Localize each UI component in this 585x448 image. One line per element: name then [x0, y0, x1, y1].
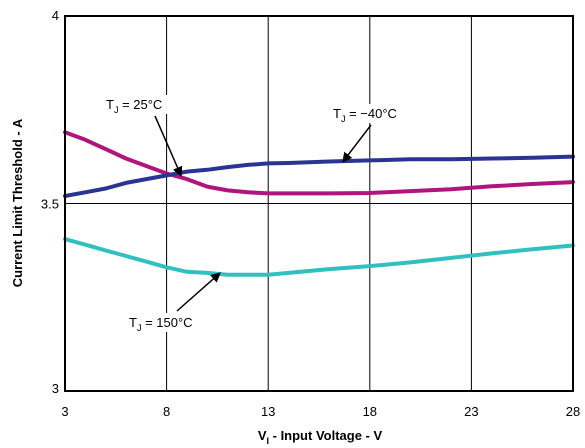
annotation-25c-prefix: T — [106, 97, 114, 112]
x-tick-label-1: 8 — [163, 404, 170, 419]
annotation-25c: TJ = 25°C — [103, 95, 189, 177]
x-axis-ticks: 3 8 13 18 23 28 — [61, 404, 580, 419]
svg-text:TJ = 150°C: TJ = 150°C — [129, 315, 193, 333]
annotation-150c-text: = 150°C — [141, 315, 192, 330]
x-tick-label-4: 23 — [464, 404, 478, 419]
y-axis-title: Current Limit Threshold - A — [10, 118, 25, 287]
x-tick-label-0: 3 — [61, 404, 68, 419]
annotation-minus40c: TJ = −40°C — [330, 104, 418, 163]
x-tick-label-5: 28 — [566, 404, 580, 419]
series-line-minus40c — [63, 154, 575, 198]
annotations: TJ = 25°C TJ = −40°C TJ = 150°C — [103, 95, 418, 333]
x-tick-label-2: 13 — [261, 404, 275, 419]
annotation-25c-text: = 25°C — [118, 97, 162, 112]
series-lines — [63, 130, 575, 277]
x-axis-title: VI - Input Voltage - V — [258, 428, 383, 446]
annotation-25c-sub: J — [114, 105, 119, 115]
annotation-25c-arrow — [154, 115, 183, 177]
annotation-minus40c-prefix: T — [333, 106, 341, 121]
y-tick-label-0: 4 — [52, 8, 59, 23]
grid — [65, 16, 573, 391]
annotation-150c-prefix: T — [129, 315, 137, 330]
svg-text:TJ = −40°C: TJ = −40°C — [333, 106, 397, 124]
annotation-minus40c-text: = −40°C — [345, 106, 396, 121]
y-tick-label-1: 3.5 — [41, 197, 59, 212]
annotation-minus40c-sub: J — [341, 114, 346, 124]
plot-frame — [64, 15, 574, 392]
x-axis-title-rest: - Input Voltage - V — [269, 428, 382, 443]
y-tick-label-2: 3 — [52, 381, 59, 396]
annotation-150c-arrow — [176, 272, 221, 312]
annotation-150c: TJ = 150°C — [126, 272, 221, 333]
y-axis-ticks: 43.53 — [41, 8, 59, 396]
svg-text:TJ = 25°C: TJ = 25°C — [106, 97, 162, 115]
x-axis-title-sub: I — [267, 436, 270, 446]
x-axis-title-main: V — [258, 428, 267, 443]
annotation-150c-sub: J — [137, 323, 142, 333]
series-line-150c — [63, 237, 575, 277]
x-tick-label-3: 18 — [363, 404, 377, 419]
series-line-25c — [63, 130, 575, 196]
annotation-minus40c-arrow — [342, 124, 372, 163]
